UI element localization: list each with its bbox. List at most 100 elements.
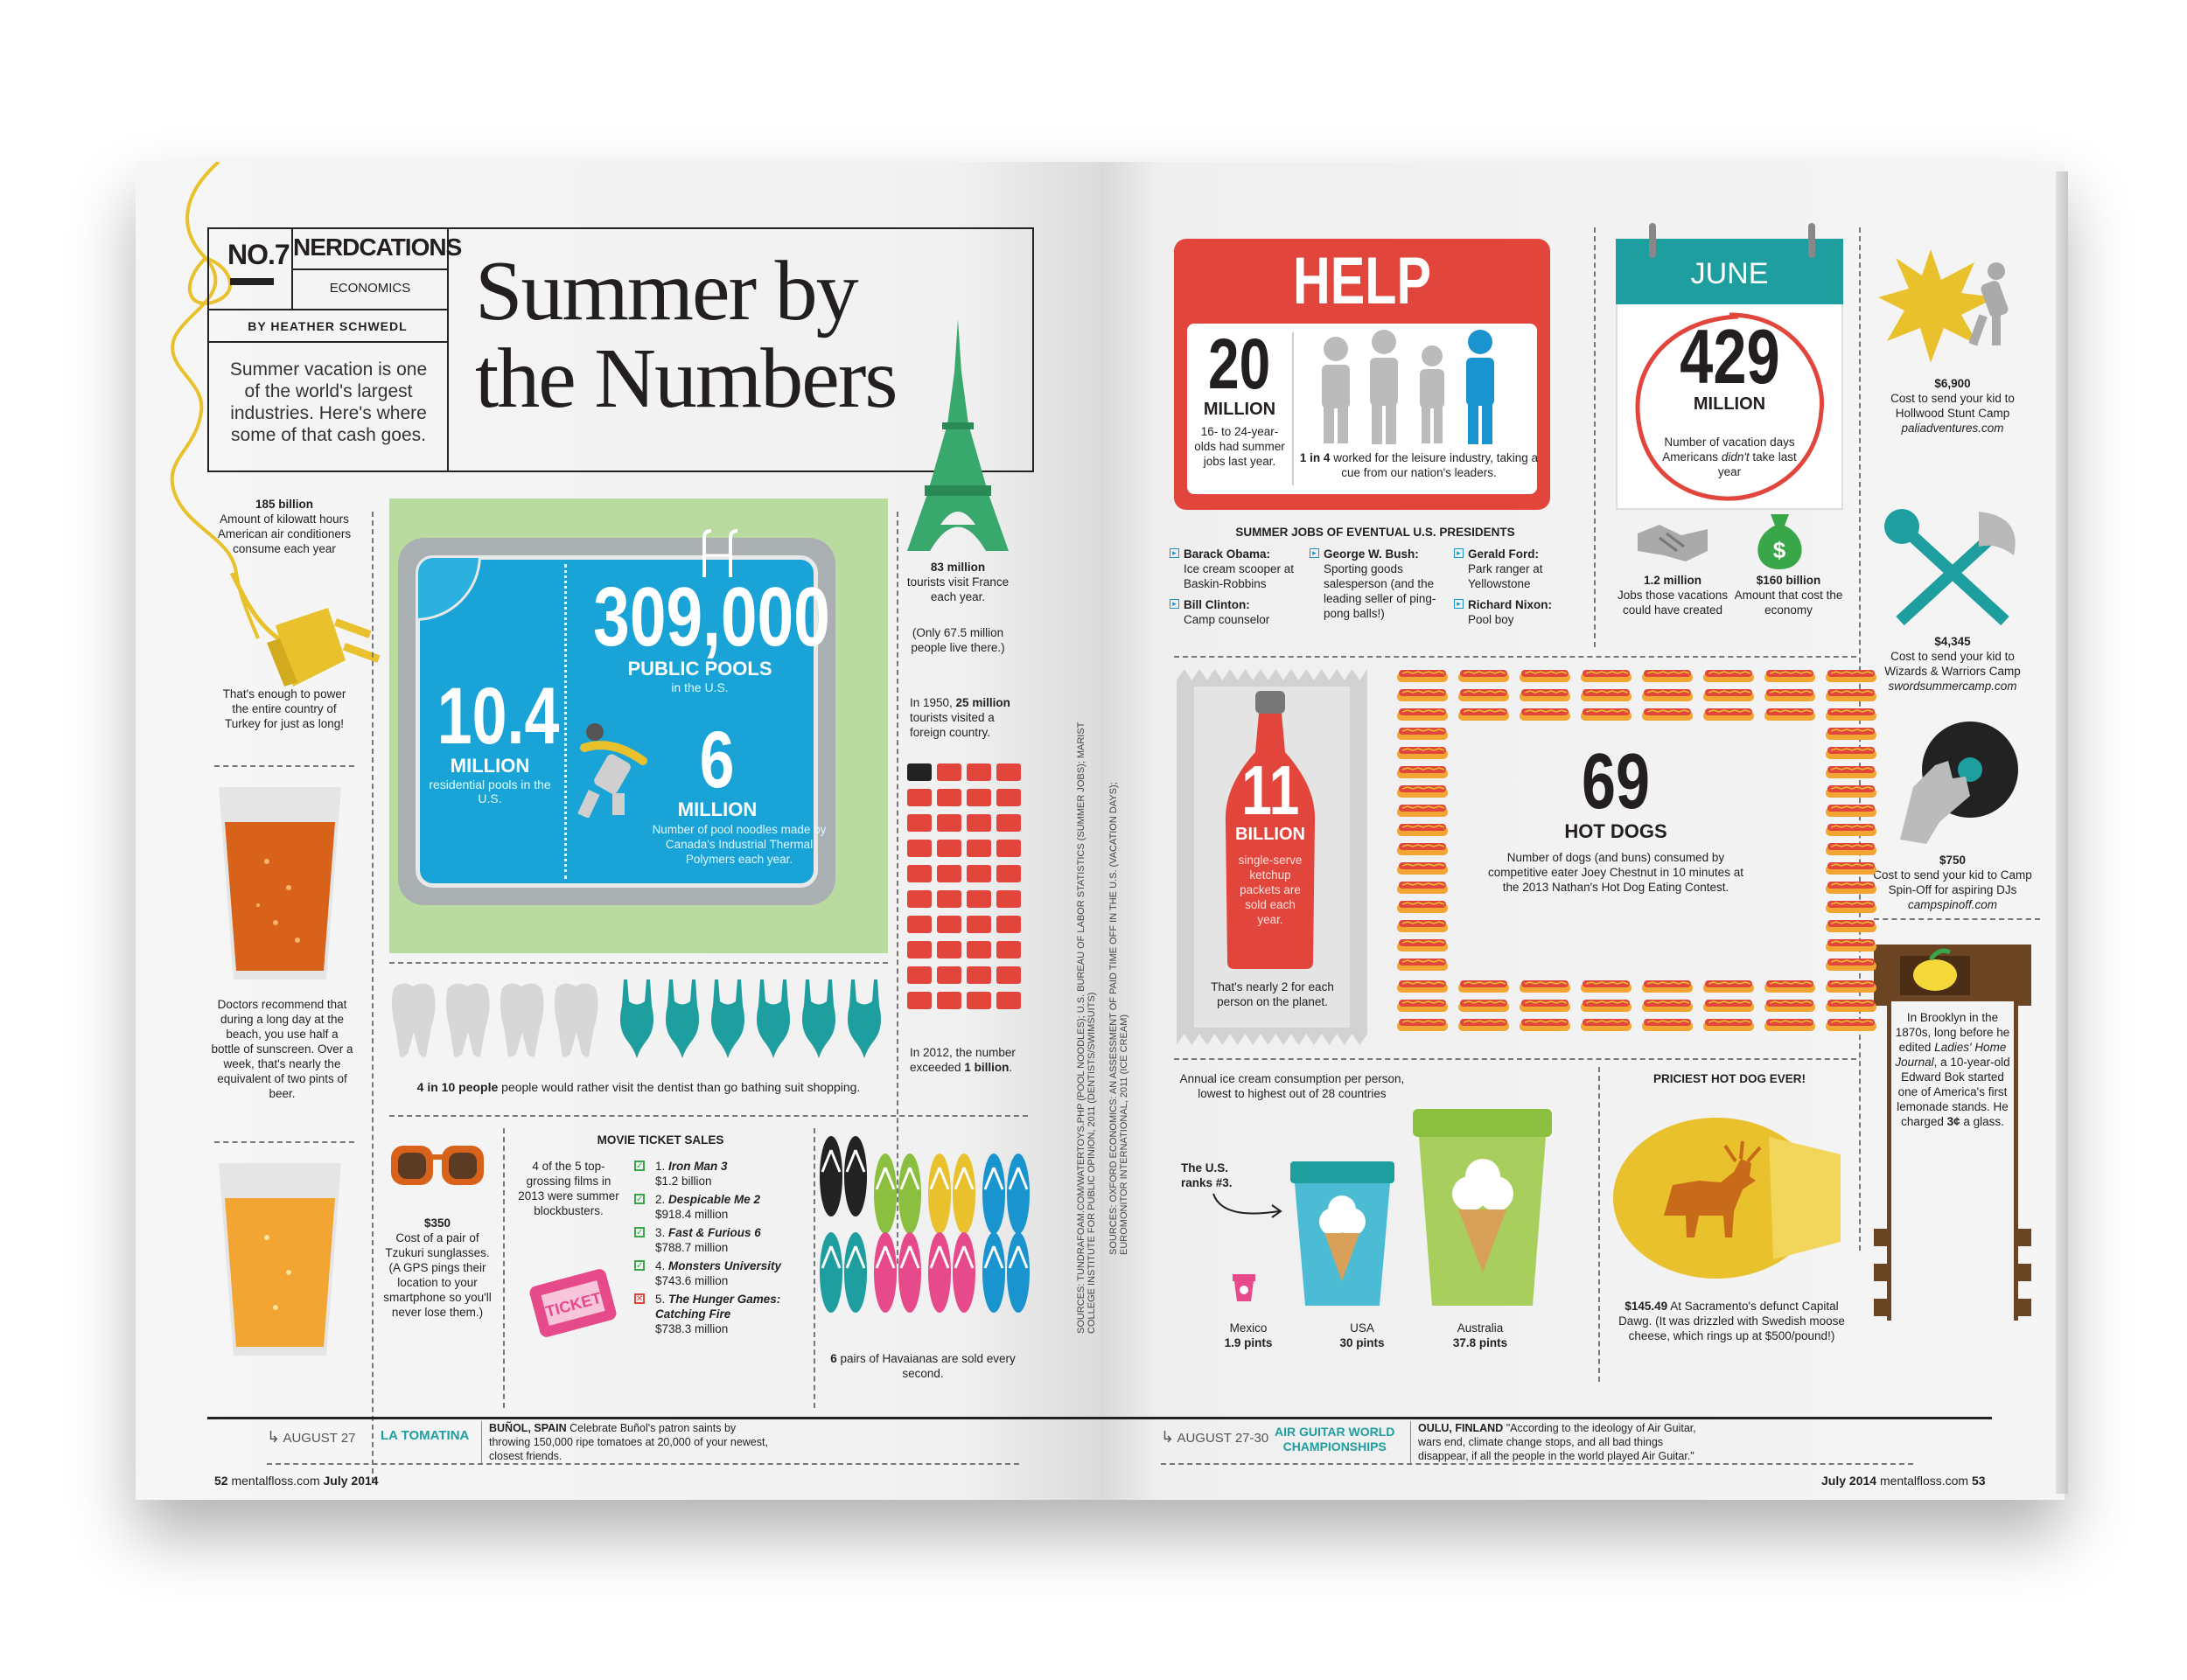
president-item: ▸ Barack Obama: Ice cream scooper at Baski… — [1170, 547, 1301, 591]
summer-jobs-text: 16- to 24-year-olds had summer jobs last… — [1194, 425, 1285, 468]
country-name: Australia — [1457, 1321, 1504, 1335]
hot-dog-icon — [1826, 842, 1876, 855]
hot-dog-icon — [1520, 1018, 1570, 1031]
section-name: NERDCATIONS — [293, 234, 462, 261]
camp-wizards: $4,345 Cost to send your kid to Wizards &… — [1869, 634, 2036, 694]
pool-noodle-swimmer-icon — [577, 723, 647, 818]
hot-dog-icon — [1397, 804, 1448, 817]
president-job: Park ranger at Yellowstone — [1468, 562, 1543, 590]
hot-dog-icon — [1826, 708, 1876, 721]
country-label: USA 30 pints — [1310, 1321, 1415, 1350]
film-rank: 3. — [655, 1226, 669, 1239]
president-item: ▸ George W. Bush: Sporting goods salespers… — [1310, 547, 1450, 621]
tooth-icon — [498, 979, 546, 1058]
suitcase-icon — [937, 865, 961, 882]
hot-dog-icon — [1703, 708, 1754, 721]
hot-dog-icon — [1642, 708, 1693, 721]
hot-dog-icon — [1520, 979, 1570, 993]
country-label: Australia 37.8 pints — [1428, 1321, 1533, 1350]
president-name: George W. Bush: — [1324, 547, 1419, 561]
sunglasses-text: $350 Cost of a pair of Tzukuri sunglasses… — [383, 1216, 492, 1319]
suitcase-icon — [967, 814, 991, 832]
suitcase-icon — [996, 992, 1021, 1009]
footer-date: ↳ AUGUST 27 — [267, 1428, 356, 1446]
hot-dog-icon — [1703, 1018, 1754, 1031]
hot-dog-icon — [1642, 669, 1693, 682]
hot-dog-icon — [1397, 727, 1448, 740]
film-gross: $918.4 million — [655, 1208, 729, 1221]
mexico-tub-icon — [1233, 1274, 1255, 1301]
suitcase-icon — [907, 865, 932, 882]
hot-dog-icon — [1397, 842, 1448, 855]
flip-flop-icon — [872, 1150, 923, 1237]
film-rank: 4. — [655, 1259, 669, 1272]
hot-dog-icon — [1826, 999, 1876, 1012]
camp-text: Cost to send your kid to Hollwood Stunt … — [1890, 392, 2015, 420]
check-box-icon: ✓ — [634, 1260, 645, 1271]
hot-dog-icon — [1764, 688, 1815, 701]
hot-dog-icon — [1458, 708, 1509, 721]
suitcase-icon — [996, 814, 1021, 832]
hot-dog-icon — [1826, 919, 1876, 932]
svg-text:$: $ — [1773, 537, 1786, 563]
swimsuit-icon — [799, 979, 839, 1058]
suitcase-icon — [967, 992, 991, 1009]
camp-url[interactable]: swordsummercamp.com — [1888, 680, 2017, 693]
film-name: Monsters University — [668, 1259, 782, 1272]
jobs-stat: 1.2 million Jobs those vacations could ha… — [1617, 574, 1729, 617]
flip-flops-grid — [818, 1133, 1031, 1325]
suitcase-icon — [937, 992, 961, 1009]
page-edge — [2056, 171, 2068, 1494]
hot-dog-icon — [1397, 999, 1448, 1012]
byline: BY HEATHER SCHWEDL — [248, 319, 408, 333]
hot-dog-icon — [1458, 979, 1509, 993]
president-job: Sporting goods salesperson (and the lead… — [1324, 562, 1436, 620]
camp-cost: $6,900 — [1934, 377, 1971, 390]
flip-flop-icon — [981, 1150, 1031, 1237]
ketchup-note: That's nearly 2 for each person on the p… — [1211, 980, 1334, 1008]
hot-dog-icon — [1397, 669, 1448, 682]
hot-dog-icon — [1703, 999, 1754, 1012]
hot-dog-icon — [1397, 688, 1448, 701]
country-name: Mexico — [1229, 1321, 1268, 1335]
handshake-icon — [1638, 525, 1708, 561]
film-gross: $743.6 million — [655, 1274, 729, 1287]
tooth-icon — [444, 979, 492, 1058]
ac-note: That's enough to power the entire countr… — [222, 687, 346, 730]
country-value: 1.9 pints — [1224, 1336, 1273, 1349]
camp-stunt: $6,900 Cost to send your kid to Hollwood … — [1869, 376, 2036, 436]
folio-left: 52 mentalfloss.com July 2014 — [214, 1474, 379, 1488]
president-item: ▸ Bill Clinton: Camp counselor — [1170, 597, 1301, 627]
hot-dog-icon — [1458, 669, 1509, 682]
hot-dogs-text: Number of dogs (and buns) consumed by co… — [1488, 851, 1743, 894]
suitcase-icon-1950 — [907, 763, 932, 781]
hot-dog-icon — [1826, 861, 1876, 875]
summer-jobs-stat: 20 MILLION — [1203, 324, 1276, 420]
arrow-box-icon: ▸ — [1310, 548, 1319, 558]
suitcase-icon — [907, 966, 932, 984]
beer-pint-icon — [219, 787, 341, 979]
president-item: ▸ Gerald Ford: Park ranger at Yellowstone — [1454, 547, 1585, 591]
film-rank: 5. — [655, 1293, 669, 1306]
suitcase-icon — [937, 840, 961, 857]
suitcase-icon — [937, 763, 961, 781]
camp-url[interactable]: paliadventures.com — [1901, 422, 2004, 435]
hot-dog-icon — [1764, 1018, 1815, 1031]
pool-lane-line — [564, 564, 567, 879]
hot-dog-icon — [1764, 979, 1815, 993]
pool-noodles: 6 MILLION — [677, 715, 758, 820]
hot-dog-icon — [1397, 919, 1448, 932]
swimsuit-icon — [662, 979, 702, 1058]
lemonade-text: In Brooklyn in the 1870s, long before he… — [1895, 1011, 2010, 1128]
president-name: Barack Obama: — [1184, 547, 1271, 561]
swimsuit-icon — [753, 979, 793, 1058]
workers-icon — [1322, 330, 1494, 444]
pool-ladder-icon — [702, 529, 738, 577]
hot-dog-icon — [1397, 823, 1448, 836]
camp-dj: $750 Cost to send your kid to Camp Spin-O… — [1869, 853, 2036, 912]
x-box-icon: ✕ — [634, 1293, 645, 1304]
beer-text: Doctors recommend that during a long day… — [211, 998, 353, 1100]
camp-url[interactable]: campspinoff.com — [1907, 898, 1998, 911]
issue-number: NO.7 — [227, 239, 290, 270]
film-gross: $738.3 million — [655, 1322, 729, 1335]
